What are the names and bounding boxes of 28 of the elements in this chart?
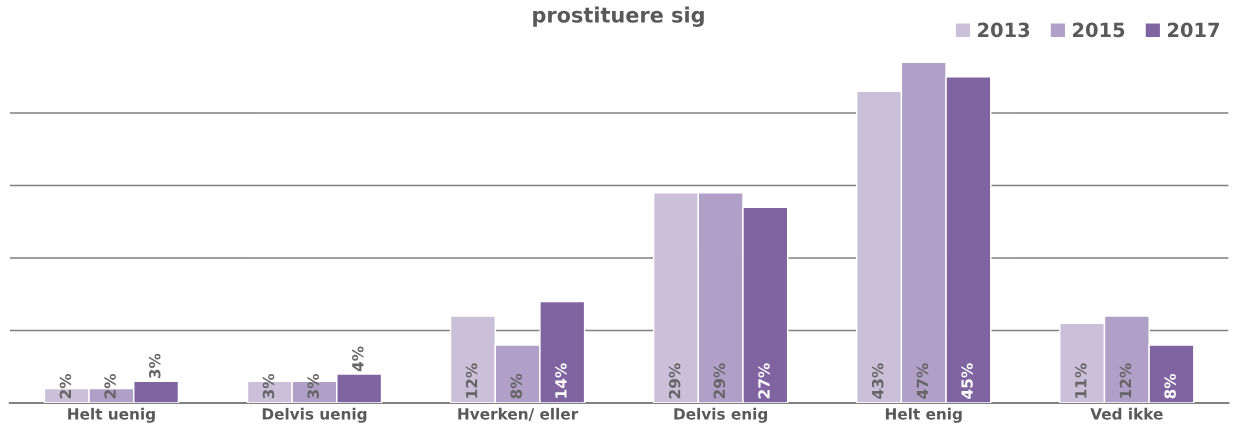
x-tick-label: Delvis uenig [262, 407, 367, 423]
data-label: 3% [262, 373, 275, 399]
data-label: 47% [916, 363, 929, 399]
data-label: 14% [555, 363, 567, 398]
data-label: 29% [668, 363, 681, 399]
x-tick-label: Helt enig [885, 407, 962, 423]
legend-label: 2013 [978, 22, 1030, 38]
legend-label: 2017 [1167, 22, 1220, 38]
data-label: 4% [352, 346, 364, 372]
data-label: 3% [148, 353, 161, 379]
x-tick-label: Delvis enig [674, 407, 768, 423]
data-label: 43% [871, 363, 884, 399]
x-tick-label: Hverken/ eller [458, 407, 579, 421]
legend-label: 2015 [1073, 22, 1125, 38]
data-label: 29% [713, 363, 726, 399]
data-label: 11% [1075, 363, 1087, 398]
data-label: 3% [307, 373, 319, 399]
data-label: 8% [1164, 373, 1176, 399]
data-label: 2% [59, 373, 72, 399]
x-tick-label: Helt uenig [68, 407, 155, 423]
data-label: 2% [104, 373, 116, 399]
data-label: 45% [961, 363, 973, 399]
data-label: 8% [510, 373, 523, 399]
data-label: 12% [465, 363, 478, 398]
x-tick-label: Ved ikke [1090, 407, 1163, 420]
data-label: 12% [1119, 363, 1132, 398]
chart-title: prostituere sig [533, 6, 704, 27]
data-label: 27% [758, 363, 770, 399]
